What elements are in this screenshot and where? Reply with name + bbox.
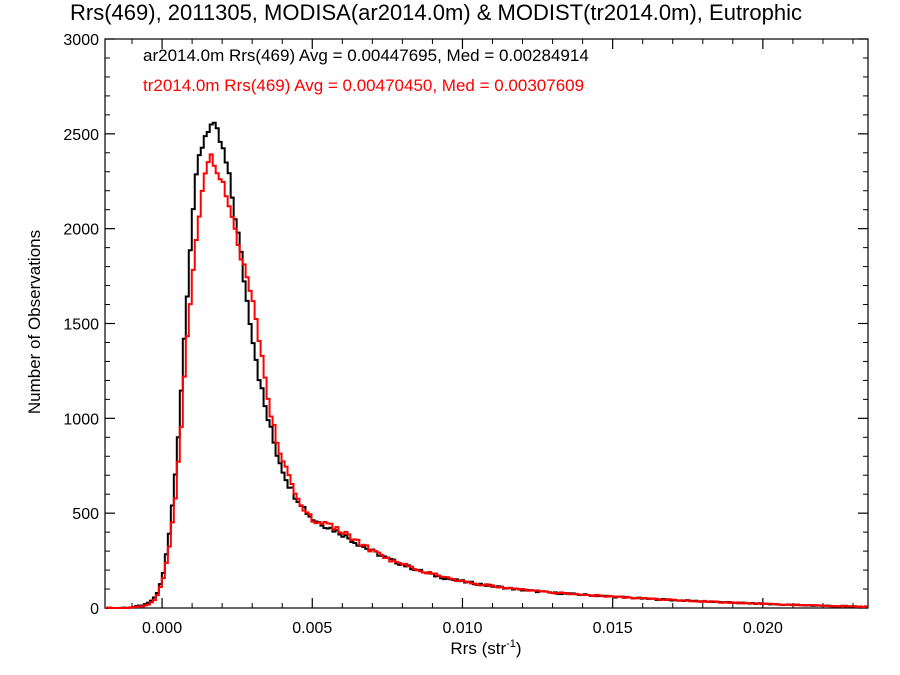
x-axis-label-superscript: -1: [506, 638, 516, 650]
x-axis-label: Rrs (str-1): [450, 638, 521, 658]
x-tick-label: 0.005: [292, 620, 332, 637]
x-axis-label-main: Rrs (str: [450, 639, 506, 658]
plot-frame: [104, 38, 869, 609]
x-axis-ticks: 0.000 0.005 0.010 0.015 0.020: [131, 39, 854, 637]
y-tick-label: 0: [90, 601, 99, 618]
legend-line-red: tr2014.0m Rrs(469) Avg = 0.00470450, Med…: [143, 76, 584, 95]
legend-line-black: ar2014.0m Rrs(469) Avg = 0.00447695, Med…: [143, 46, 589, 65]
y-tick-label: 1000: [63, 411, 99, 428]
series-layer: [105, 121, 868, 609]
series-modisa-black-line: [105, 121, 868, 609]
y-axis-ticks: 0 500 1000 1500 2000 2500 3000: [63, 32, 868, 618]
y-axis-label: Number of Observations: [25, 230, 44, 414]
x-tick-label: 0.000: [142, 620, 182, 637]
x-tick-label: 0.010: [442, 620, 482, 637]
x-axis-label-close: ): [516, 639, 522, 658]
series-modist-red-line: [105, 153, 868, 609]
y-tick-label: 2500: [63, 127, 99, 144]
x-tick-label: 0.020: [743, 620, 783, 637]
y-tick-label: 500: [72, 506, 99, 523]
chart-title: Rrs(469), 2011305, MODISA(ar2014.0m) & M…: [70, 0, 802, 25]
y-tick-label: 3000: [63, 32, 99, 49]
y-tick-label: 2000: [63, 222, 99, 239]
y-tick-label: 1500: [63, 317, 99, 334]
x-tick-label: 0.015: [593, 620, 633, 637]
